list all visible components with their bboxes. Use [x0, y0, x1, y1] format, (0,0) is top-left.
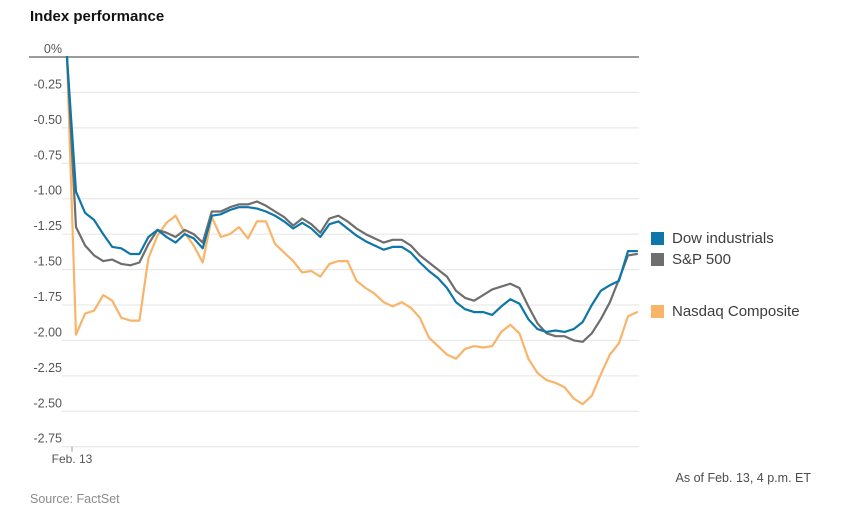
series-line-nasdaq-composite	[65, 55, 639, 406]
y-axis-tick-label: 0%	[44, 42, 62, 56]
legend-swatch-dow-icon	[651, 231, 664, 245]
x-axis-label: Feb. 13	[51, 452, 93, 466]
y-axis-tick-label: -2.25	[34, 361, 63, 375]
source-note: Source: FactSet	[30, 492, 120, 506]
y-axis-tick-label: -1.75	[34, 290, 63, 304]
y-axis-tick-label: -2.75	[34, 432, 63, 446]
legend-swatch-nasdaq-icon	[651, 304, 664, 318]
y-axis-tick-label: -0.75	[34, 148, 63, 162]
legend-item-nasdaq: Nasdaq Composite	[651, 302, 800, 320]
series-line-dow-industrials	[65, 55, 639, 333]
legend-label-nasdaq: Nasdaq Composite	[672, 302, 800, 320]
y-axis-tick-label: -0.50	[34, 113, 63, 127]
legend-label-dow: Dow industrials	[672, 229, 774, 247]
legend-swatch-sp500-icon	[651, 252, 664, 266]
legend-item-sp500: S&P 500	[651, 250, 731, 268]
asof-note: As of Feb. 13, 4 p.m. ET	[675, 471, 811, 485]
y-axis-tick-label: -1.50	[34, 255, 63, 269]
series-line-s-p-500	[65, 55, 639, 343]
chart-title: Index performance	[30, 8, 165, 25]
legend-item-dow-industrials: Dow industrials	[651, 229, 774, 247]
y-axis-tick-label: -1.00	[34, 184, 63, 198]
y-axis-tick-label: -0.25	[34, 77, 63, 91]
y-axis-tick-label: -2.00	[34, 325, 63, 339]
y-axis-tick-label: -2.50	[34, 396, 63, 410]
legend-label-sp500: S&P 500	[672, 250, 731, 268]
y-axis-tick-label: -1.25	[34, 219, 63, 233]
